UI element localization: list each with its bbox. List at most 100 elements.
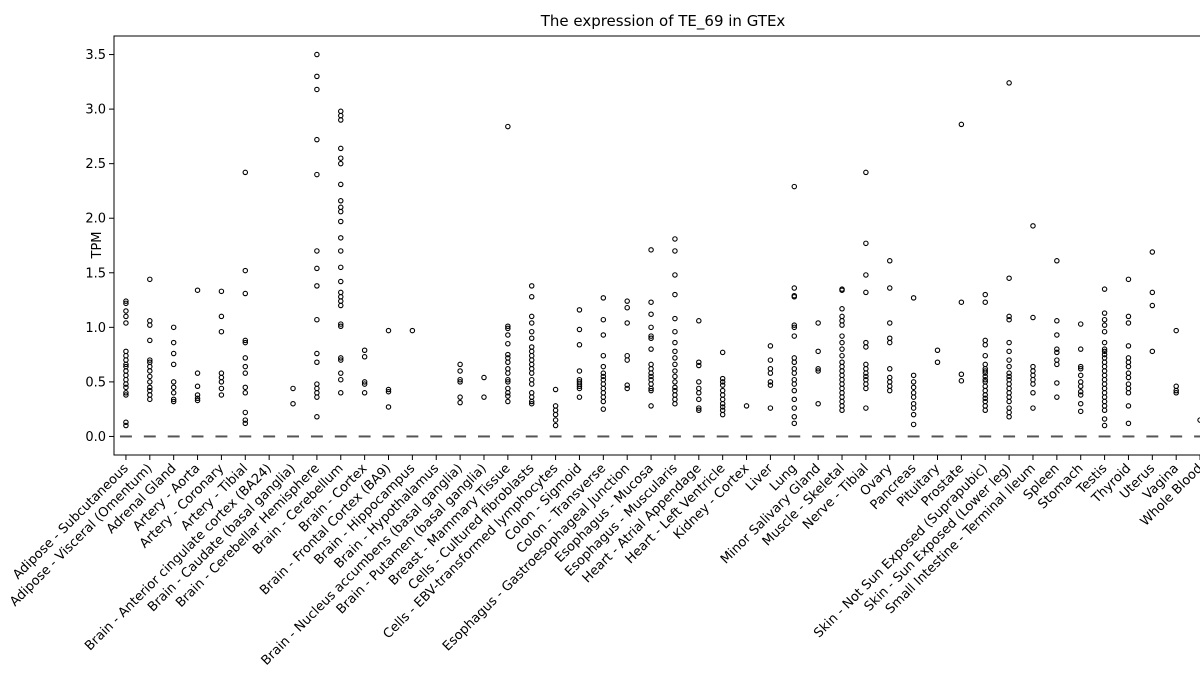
outlier-point [1030,314,1036,321]
outlier-point [505,325,511,332]
outlier-point [839,394,845,400]
outlier-point [552,417,559,423]
outlier-point [1125,370,1132,376]
outlier-point [982,299,988,305]
outlier-point [505,359,511,366]
outlier-point [910,405,917,411]
outlier-point [982,392,988,398]
y-tick-label: 2.5 [85,157,106,172]
outlier-point [1077,346,1084,352]
outlier-point [887,379,893,385]
outlier-points [123,51,1200,429]
y-tick-label: 0.5 [85,375,106,390]
outlier-point [624,385,630,392]
outlier-point [1054,394,1060,400]
outlier-point [528,394,535,400]
outlier-point [1006,80,1012,86]
outlier-point [839,368,845,374]
outlier-point [505,379,511,385]
outlier-point [863,366,869,372]
outlier-point [672,291,678,298]
outlier-point [123,381,129,387]
outlier-point [863,361,869,368]
outlier-point [910,372,917,379]
outlier-point [457,399,463,406]
outlier-point [314,350,320,357]
outlier-point [576,385,583,392]
outlier-point [1125,381,1132,387]
outlier-point [1077,363,1084,370]
outlier-point [1030,223,1036,229]
outlier-point [719,411,726,418]
outlier-point [791,396,798,403]
outlier-point [600,295,607,301]
outlier-point [338,112,344,119]
outlier-point [1125,313,1132,320]
outlier-point [839,313,845,320]
outlier-point [147,322,153,328]
outlier-point [457,394,463,400]
outlier-point [123,392,129,398]
outlier-point [1006,405,1012,411]
outlier-point [839,398,845,405]
outlier-point [1030,368,1036,374]
outlier-point [910,384,917,391]
outlier-point [123,384,129,391]
outlier-point [1006,339,1012,346]
outlier-point [887,320,893,326]
outlier-point [218,385,225,392]
outlier-point [600,394,607,400]
outlier-point [719,392,726,398]
outlier-point [314,248,320,254]
outlier-point [648,346,654,352]
outlier-point [528,283,535,289]
outlier-point [839,322,845,328]
outlier-point [982,337,988,344]
y-axis: 0.0 0.5 1.0 1.5 2.0 2.5 3.0 3.5 [85,48,114,445]
outlier-point [170,361,177,368]
outlier-point [815,368,821,374]
outlier-point [863,240,869,247]
outlier-point [552,422,559,429]
outlier-point [576,394,583,400]
outlier-point [1101,348,1108,355]
outlier-point [672,348,678,355]
outlier-point [1101,322,1108,328]
outlier-point [1101,372,1108,379]
outlier-point [170,350,177,357]
outlier-point [1101,394,1108,400]
y-tick-label: 3.0 [85,103,106,118]
outlier-point [1077,372,1084,379]
outlier-point [1054,346,1060,352]
outlier-point [982,368,988,374]
outlier-point [600,370,607,376]
outlier-point [1054,332,1060,338]
outlier-point [982,342,988,348]
outlier-point [1101,368,1108,374]
outlier-point [1077,400,1084,407]
outlier-point [791,324,798,331]
outlier-point [194,397,201,404]
outlier-point [863,373,869,380]
outlier-point [242,169,249,176]
outlier-point [361,381,368,387]
outlier-point [552,386,559,393]
outlier-point [123,422,129,429]
outlier-point [600,381,607,387]
outlier-point [290,400,296,407]
outlier-point [147,379,153,385]
outlier-point [648,366,654,372]
outlier-point [648,247,654,253]
outlier-point [123,300,129,307]
outlier-point [242,417,249,423]
outlier-point [791,294,798,300]
outlier-point [123,320,129,326]
outlier-point [505,332,511,338]
outlier-point [218,379,225,385]
outlier-point [1101,286,1108,292]
outlier-point [123,357,129,363]
y-axis-label: TPM [90,232,105,260]
outlier-point [1054,349,1060,356]
outlier-point [457,361,463,368]
